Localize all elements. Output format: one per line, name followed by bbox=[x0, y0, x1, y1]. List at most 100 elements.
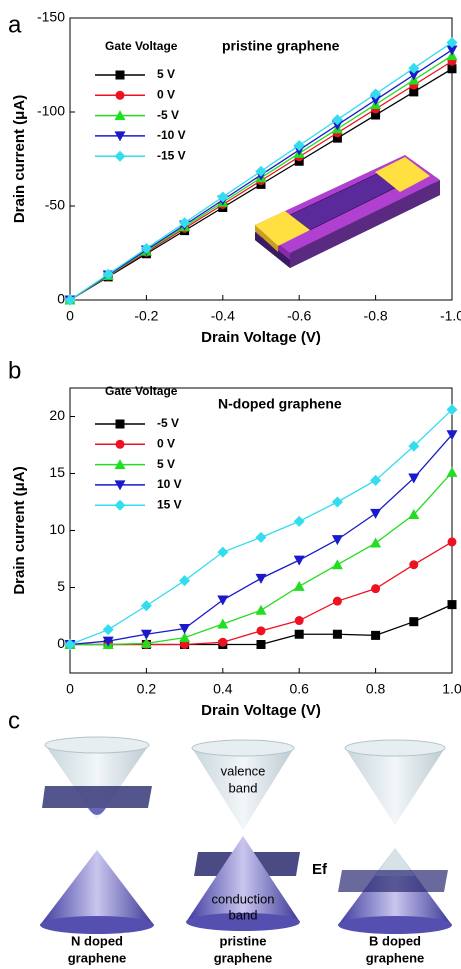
marker bbox=[371, 110, 381, 120]
diagram-label: valence bbox=[221, 763, 266, 778]
y-tick-label: 5 bbox=[57, 578, 65, 594]
marker bbox=[446, 45, 458, 56]
marker bbox=[370, 88, 382, 100]
fermi-label: Ef bbox=[312, 861, 328, 878]
x-tick-label: 0.6 bbox=[289, 681, 309, 697]
marker bbox=[217, 546, 229, 558]
marker bbox=[446, 36, 458, 48]
marker bbox=[446, 430, 458, 441]
x-tick-label: 0 bbox=[66, 681, 74, 697]
y-tick-label: -100 bbox=[37, 103, 65, 119]
marker bbox=[255, 165, 267, 177]
x-tick-label: 0.8 bbox=[366, 681, 386, 697]
marker bbox=[331, 535, 343, 546]
marker bbox=[140, 637, 152, 648]
panel-letter: b bbox=[8, 357, 21, 384]
legend-marker bbox=[114, 459, 126, 470]
x-tick-label: -0.4 bbox=[211, 308, 235, 324]
legend-marker bbox=[115, 419, 125, 429]
caption: graphene bbox=[214, 950, 273, 965]
marker bbox=[408, 70, 420, 81]
legend-label: 10 V bbox=[157, 477, 182, 491]
marker bbox=[255, 531, 267, 543]
panel-letter: a bbox=[8, 11, 22, 38]
y-tick-label: 0 bbox=[57, 291, 65, 307]
legend-label: 0 V bbox=[157, 87, 175, 101]
marker bbox=[218, 637, 228, 647]
marker bbox=[370, 474, 382, 486]
legend-marker bbox=[114, 150, 126, 162]
marker bbox=[370, 508, 382, 519]
marker bbox=[331, 496, 343, 508]
marker bbox=[447, 600, 457, 610]
legend-marker bbox=[114, 480, 126, 491]
diagram-label: band bbox=[229, 780, 258, 795]
x-tick-label: 0.2 bbox=[137, 681, 157, 697]
marker bbox=[293, 580, 305, 591]
panel-letter: c bbox=[8, 707, 20, 734]
marker bbox=[408, 440, 420, 452]
legend-label: -10 V bbox=[157, 128, 186, 142]
marker bbox=[293, 139, 305, 151]
legend-marker bbox=[115, 90, 125, 100]
marker bbox=[217, 191, 229, 203]
marker bbox=[64, 294, 76, 306]
caption: graphene bbox=[68, 950, 127, 965]
x-tick-label: -1.0 bbox=[440, 308, 461, 324]
y-tick-label: -150 bbox=[37, 9, 65, 25]
y-tick-label: -50 bbox=[45, 197, 65, 213]
marker bbox=[371, 584, 381, 594]
y-axis-label: Drain current (μA) bbox=[11, 466, 28, 594]
legend-marker bbox=[114, 499, 126, 511]
x-tick-label: 0 bbox=[66, 308, 74, 324]
legend-marker bbox=[115, 70, 125, 80]
y-tick-label: 15 bbox=[49, 464, 65, 480]
y-tick-label: 10 bbox=[49, 521, 65, 537]
caption: N doped bbox=[71, 933, 123, 948]
marker bbox=[294, 629, 304, 639]
x-tick-label: 0.4 bbox=[213, 681, 233, 697]
x-tick-label: 1.0 bbox=[442, 681, 461, 697]
marker bbox=[331, 559, 343, 570]
marker bbox=[179, 217, 191, 229]
marker bbox=[140, 242, 152, 254]
plot-frame bbox=[69, 17, 453, 301]
device-inset bbox=[255, 155, 440, 268]
marker bbox=[331, 114, 343, 126]
cone-diagram bbox=[40, 736, 452, 934]
caption: graphene bbox=[366, 950, 425, 965]
marker bbox=[409, 560, 419, 570]
x-axis-label: Drain Voltage (V) bbox=[201, 702, 321, 719]
annotation: pristine graphene bbox=[222, 38, 340, 54]
marker bbox=[408, 62, 420, 74]
marker bbox=[332, 629, 342, 639]
diagram-label: band bbox=[229, 907, 258, 922]
legend-marker bbox=[115, 439, 125, 449]
legend-label: -15 V bbox=[157, 148, 186, 162]
marker bbox=[217, 595, 229, 606]
marker bbox=[180, 640, 190, 649]
marker bbox=[140, 629, 152, 640]
legend-label: -5 V bbox=[157, 416, 179, 430]
marker bbox=[102, 268, 114, 280]
marker bbox=[370, 95, 382, 106]
marker bbox=[447, 537, 457, 547]
marker bbox=[447, 64, 457, 74]
x-tick-label: -0.2 bbox=[134, 308, 158, 324]
marker bbox=[179, 575, 191, 587]
marker bbox=[293, 555, 305, 566]
marker bbox=[293, 515, 305, 527]
series-line bbox=[70, 471, 453, 646]
marker bbox=[331, 120, 343, 131]
legend-label: 15 V bbox=[157, 497, 182, 511]
marker bbox=[409, 87, 419, 97]
marker bbox=[179, 632, 191, 643]
legend-label: 5 V bbox=[157, 457, 175, 471]
marker bbox=[256, 640, 266, 649]
marker bbox=[408, 509, 420, 520]
marker bbox=[371, 630, 381, 640]
marker bbox=[102, 636, 114, 647]
x-tick-label: -0.6 bbox=[287, 308, 311, 324]
marker bbox=[370, 537, 382, 548]
